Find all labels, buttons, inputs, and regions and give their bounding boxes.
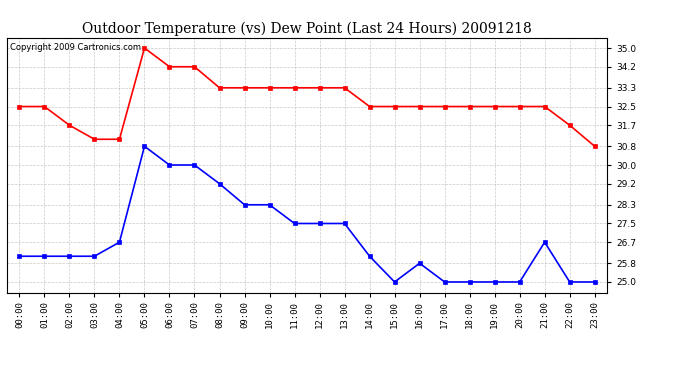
Text: Copyright 2009 Cartronics.com: Copyright 2009 Cartronics.com [10,43,141,52]
Title: Outdoor Temperature (vs) Dew Point (Last 24 Hours) 20091218: Outdoor Temperature (vs) Dew Point (Last… [82,22,532,36]
